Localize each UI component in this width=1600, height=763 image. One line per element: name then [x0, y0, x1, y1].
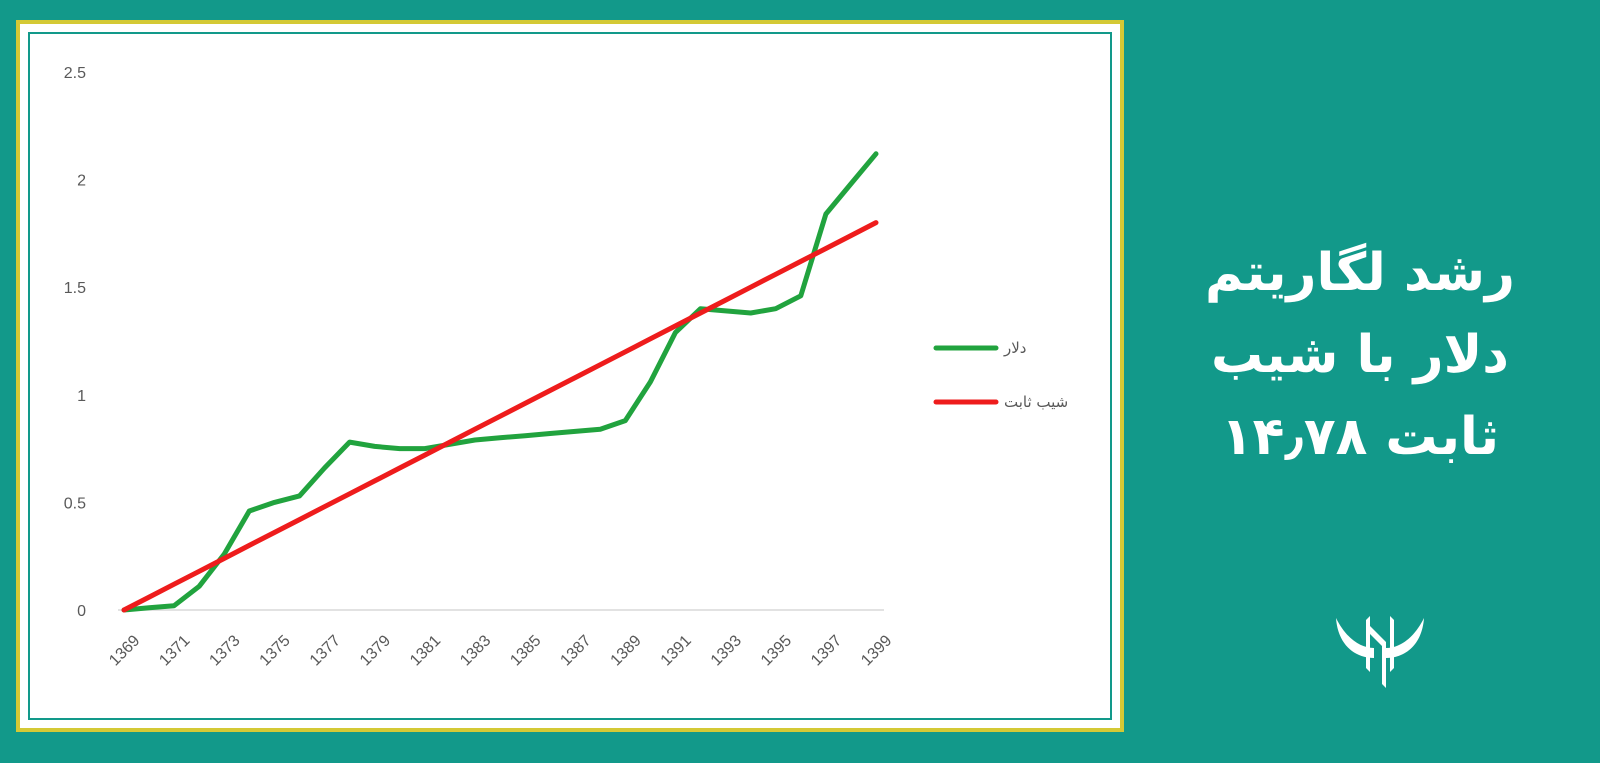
x-tick-label: 1369	[106, 632, 143, 669]
y-tick-label: 0.5	[64, 495, 86, 512]
y-tick-label: 1.5	[64, 280, 86, 297]
chart-frame: 0 0.5 1 1.5 2 2.5 1369 1371 1373 1375 1377 1379 138…	[16, 20, 1124, 732]
side-title-line-3: ثابت ۱۴٫۷۸	[1220, 407, 1500, 467]
x-tick-label: 1373	[206, 632, 243, 669]
legend-label-2: شیب ثابت	[1004, 393, 1068, 411]
y-tick-label: 1	[77, 388, 86, 405]
side-title-line-2: دلار با شیب	[1210, 325, 1509, 385]
x-tick-label: 1375	[257, 632, 294, 669]
x-tick-label: 1383	[457, 632, 494, 669]
y-tick-label: 2.5	[64, 65, 86, 82]
x-tick-label: 1389	[608, 632, 645, 669]
x-tick-label: 1395	[758, 632, 795, 669]
y-tick-label: 0	[77, 603, 86, 620]
series-lines	[121, 151, 879, 613]
y-axis-ticks: 0 0.5 1 1.5 2 2.5	[64, 65, 86, 620]
line-chart: 0 0.5 1 1.5 2 2.5 1369 1371 1373 1375 1377 1379 138…	[64, 65, 1069, 669]
side-title-line-1: رشد لگاریتم	[1205, 243, 1515, 303]
x-tick-label: 1379	[357, 632, 394, 669]
x-tick-label: 1385	[507, 632, 544, 669]
side-title: رشد لگاریتم دلار با شیب ثابت ۱۴٫۷۸	[1160, 232, 1560, 478]
horns-logo-icon	[1336, 616, 1424, 688]
x-tick-label: 1371	[156, 632, 193, 669]
legend-label-1: دلار	[1003, 339, 1026, 357]
series-line-2	[121, 220, 879, 613]
x-axis-ticks: 1369 1371 1373 1375 1377 1379 1381 1383 1385 1387…	[106, 632, 895, 669]
x-tick-label: 1377	[307, 632, 344, 669]
x-tick-label: 1387	[557, 632, 594, 669]
legend: دلار شیب ثابت	[933, 339, 1068, 411]
x-tick-label: 1391	[658, 632, 695, 669]
y-tick-label: 2	[77, 173, 86, 190]
x-tick-label: 1381	[407, 632, 444, 669]
x-tick-label: 1397	[808, 632, 845, 669]
series-line-1	[121, 151, 879, 613]
x-tick-label: 1393	[708, 632, 745, 669]
x-tick-label: 1399	[858, 632, 895, 669]
